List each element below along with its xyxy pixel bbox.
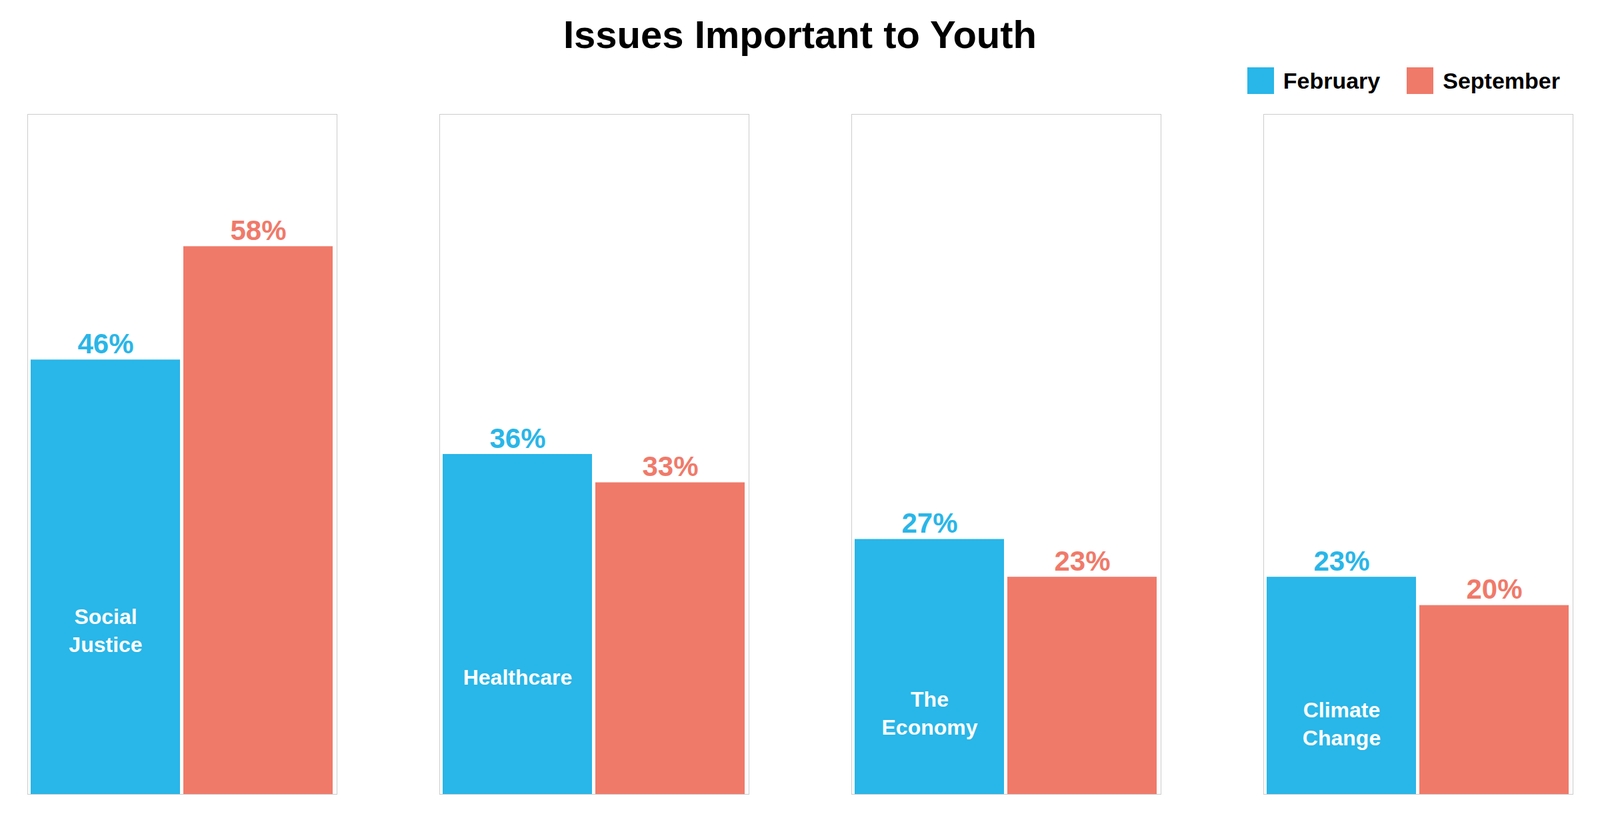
svg-text:TheEconomy: TheEconomy (881, 687, 978, 740)
svg-text:20%: 20% (1466, 573, 1522, 605)
html-text:February: February (1283, 67, 1381, 93)
html-text:Issues Important to Youth: Issues Important to Youth (563, 12, 1037, 56)
svg-text:46%: 46% (77, 328, 134, 360)
svg-text:23%: 23% (1054, 545, 1110, 577)
svg-text:SocialJustice: SocialJustice (68, 604, 142, 657)
html-text:September: September (1442, 67, 1560, 93)
svg-text:27%: 27% (901, 507, 958, 539)
svg-text:23%: 23% (1313, 545, 1370, 577)
svg-text:Healthcare: Healthcare (463, 665, 573, 690)
svg-text:36%: 36% (489, 422, 546, 454)
svg-text:58%: 58% (230, 214, 286, 246)
svg-text:ClimateChange: ClimateChange (1302, 698, 1381, 750)
svg-text:33%: 33% (642, 450, 698, 482)
